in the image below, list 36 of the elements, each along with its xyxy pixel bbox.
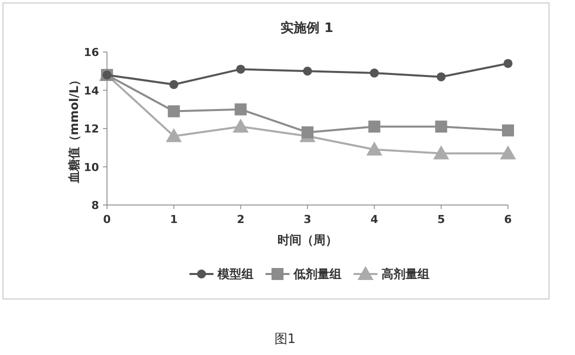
point [166, 128, 182, 142]
point [302, 126, 314, 138]
x-tick-label: 3 [304, 213, 312, 226]
point [168, 105, 180, 118]
point [370, 68, 379, 78]
x-tick-label: 2 [236, 213, 244, 226]
y-tick-label: 10 [84, 160, 100, 174]
y-tick-label: 8 [91, 199, 99, 212]
point [232, 118, 249, 133]
point [303, 66, 312, 76]
y-tick-label: 12 [84, 122, 99, 136]
x-tick-label: 5 [437, 213, 445, 226]
point [500, 145, 516, 160]
x-axis-title: 时间（周） [278, 233, 338, 247]
x-tick-label: 0 [103, 213, 112, 226]
legend-label: 模型组 [216, 267, 254, 281]
point [504, 58, 512, 68]
x-tick-label: 4 [370, 213, 379, 226]
point [234, 103, 247, 116]
legend-label: 低剂量组 [292, 267, 342, 281]
y-tick-label: 14 [84, 84, 100, 98]
title: 实施例 1 [280, 21, 334, 36]
x-tick-label: 6 [504, 213, 512, 226]
point [366, 142, 382, 156]
y-tick-label: 16 [84, 46, 100, 59]
y-axis-title: 血糖值（mmol/L） [67, 74, 81, 184]
point [368, 120, 380, 133]
point [433, 145, 450, 160]
legend-label: 高剂量组 [382, 267, 430, 281]
annotation: 图1 [274, 332, 296, 347]
point [436, 72, 446, 82]
point [236, 64, 246, 74]
point [169, 80, 178, 90]
x-tick-label: 1 [170, 213, 178, 226]
point [502, 124, 514, 136]
point [435, 120, 448, 133]
